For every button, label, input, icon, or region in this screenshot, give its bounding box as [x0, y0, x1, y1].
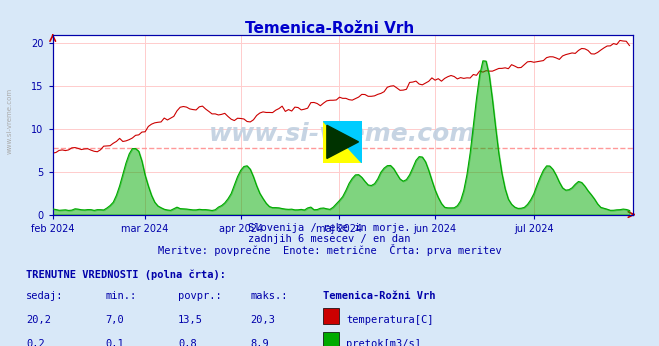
Text: maks.:: maks.:: [250, 291, 288, 301]
Text: 20,2: 20,2: [26, 315, 51, 325]
Text: www.si-vreme.com: www.si-vreme.com: [7, 88, 13, 154]
Text: pretok[m3/s]: pretok[m3/s]: [346, 339, 421, 346]
Text: sedaj:: sedaj:: [26, 291, 64, 301]
Text: povpr.:: povpr.:: [178, 291, 221, 301]
Text: min.:: min.:: [105, 291, 136, 301]
Polygon shape: [323, 121, 362, 163]
Text: zadnjih 6 mesecev / en dan: zadnjih 6 mesecev / en dan: [248, 234, 411, 244]
Polygon shape: [327, 125, 358, 158]
Text: 20,3: 20,3: [250, 315, 275, 325]
Text: 13,5: 13,5: [178, 315, 203, 325]
Text: Meritve: povprečne  Enote: metrične  Črta: prva meritev: Meritve: povprečne Enote: metrične Črta:…: [158, 244, 501, 256]
Text: 0,1: 0,1: [105, 339, 124, 346]
Text: Temenica-Rožni Vrh: Temenica-Rožni Vrh: [323, 291, 436, 301]
Text: Temenica-Rožni Vrh: Temenica-Rožni Vrh: [245, 21, 414, 36]
Text: www.si-vreme.com: www.si-vreme.com: [209, 121, 476, 146]
Text: 0,2: 0,2: [26, 339, 45, 346]
Text: Slovenija / reke in morje.: Slovenija / reke in morje.: [248, 223, 411, 233]
Polygon shape: [323, 121, 362, 163]
Text: TRENUTNE VREDNOSTI (polna črta):: TRENUTNE VREDNOSTI (polna črta):: [26, 270, 226, 280]
Text: 0,8: 0,8: [178, 339, 196, 346]
Text: 8,9: 8,9: [250, 339, 269, 346]
Text: 7,0: 7,0: [105, 315, 124, 325]
Text: temperatura[C]: temperatura[C]: [346, 315, 434, 325]
